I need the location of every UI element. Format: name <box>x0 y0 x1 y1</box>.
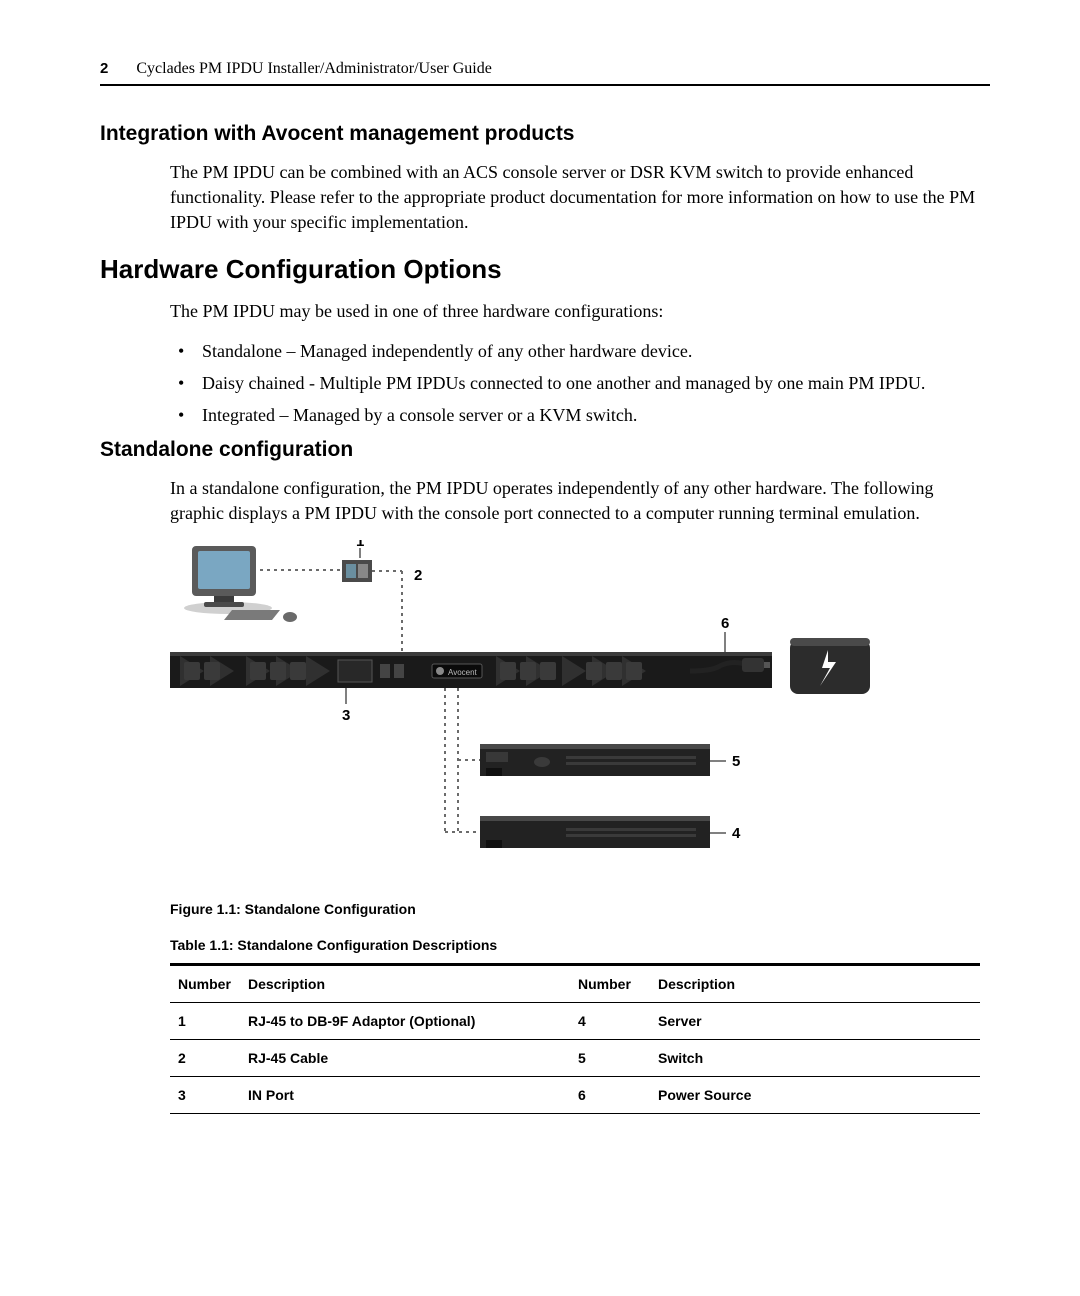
power-source-icon <box>790 638 870 694</box>
callout-1: 1 <box>356 540 364 550</box>
bullet-item: Integrated – Managed by a console server… <box>170 402 990 428</box>
section-heading-integration: Integration with Avocent management prod… <box>100 122 990 146</box>
callout-5: 5 <box>732 753 740 770</box>
bullet-item: Standalone – Managed independently of an… <box>170 338 990 364</box>
figure-standalone-config: 1 2 <box>170 540 990 885</box>
adaptor-icon <box>342 560 372 582</box>
cell-description: RJ-45 to DB-9F Adaptor (Optional) <box>240 1003 570 1040</box>
cell-number: 1 <box>170 1003 240 1040</box>
cell-description: Power Source <box>650 1077 980 1114</box>
cell-description: Switch <box>650 1040 980 1077</box>
bullet-item: Daisy chained - Multiple PM IPDUs connec… <box>170 370 990 396</box>
cell-number: 3 <box>170 1077 240 1114</box>
table-row: 3 IN Port 6 Power Source <box>170 1077 980 1114</box>
monitor-icon <box>184 546 297 622</box>
config-descriptions-table: Number Description Number Description 1 … <box>170 963 980 1114</box>
svg-text:Avocent: Avocent <box>448 668 478 677</box>
switch-icon <box>480 744 710 776</box>
table-caption: Table 1.1: Standalone Configuration Desc… <box>170 937 990 953</box>
section-heading-hardware: Hardware Configuration Options <box>100 254 990 285</box>
page-number: 2 <box>100 60 108 77</box>
callout-2: 2 <box>414 567 422 584</box>
section-heading-standalone: Standalone configuration <box>100 438 990 462</box>
callout-6: 6 <box>721 615 729 632</box>
th-number: Number <box>570 965 650 1003</box>
guide-title: Cyclades PM IPDU Installer/Administrator… <box>136 60 492 78</box>
cell-description: IN Port <box>240 1077 570 1114</box>
figure-caption: Figure 1.1: Standalone Configuration <box>170 901 990 917</box>
callout-3: 3 <box>342 707 350 724</box>
th-description: Description <box>650 965 980 1003</box>
cell-number: 4 <box>570 1003 650 1040</box>
figure-svg: 1 2 <box>170 540 890 880</box>
cell-number: 2 <box>170 1040 240 1077</box>
header-divider <box>100 84 990 86</box>
th-number: Number <box>170 965 240 1003</box>
table-row: 1 RJ-45 to DB-9F Adaptor (Optional) 4 Se… <box>170 1003 980 1040</box>
pdu-icon: Avocent <box>170 652 772 688</box>
cell-description: RJ-45 Cable <box>240 1040 570 1077</box>
section1-paragraph: The PM IPDU can be combined with an ACS … <box>170 160 990 236</box>
section3-paragraph: In a standalone configuration, the PM IP… <box>170 476 990 526</box>
config-bullet-list: Standalone – Managed independently of an… <box>170 338 990 428</box>
th-description: Description <box>240 965 570 1003</box>
cell-number: 5 <box>570 1040 650 1077</box>
table-row: 2 RJ-45 Cable 5 Switch <box>170 1040 980 1077</box>
callout-4: 4 <box>732 825 741 842</box>
table-header-row: Number Description Number Description <box>170 965 980 1003</box>
cell-description: Server <box>650 1003 980 1040</box>
section2-intro: The PM IPDU may be used in one of three … <box>170 299 990 324</box>
page-header: 2 Cyclades PM IPDU Installer/Administrat… <box>100 60 990 78</box>
cell-number: 6 <box>570 1077 650 1114</box>
server-icon <box>480 816 710 848</box>
